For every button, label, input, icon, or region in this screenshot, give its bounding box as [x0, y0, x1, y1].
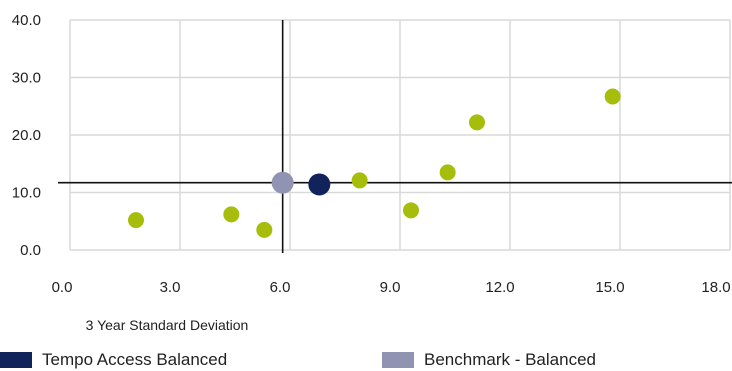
benchmark-point: [271, 171, 294, 194]
data-points: [128, 88, 621, 238]
peers-point: [223, 206, 240, 223]
x-tick-label: 12.0: [485, 279, 514, 296]
legend-item-fund: Tempo Access Balanced: [0, 349, 227, 371]
reference-lines: [58, 20, 732, 253]
fund-point: [308, 173, 331, 196]
legend-swatch-fund: [0, 352, 32, 368]
x-tick-label: 15.0: [595, 279, 624, 296]
peers-point: [439, 164, 456, 181]
x-axis-title: 3 Year Standard Deviation: [86, 317, 249, 333]
peers-point: [256, 221, 273, 238]
peers-point: [128, 212, 144, 229]
x-tick-label: 6.0: [270, 279, 291, 296]
y-tick-label: 0.0: [20, 242, 41, 259]
peers-point: [469, 114, 485, 131]
y-tick-label: 40.0: [12, 12, 41, 29]
x-tick-label: 9.0: [380, 279, 401, 296]
legend-label-fund: Tempo Access Balanced: [42, 350, 228, 369]
x-tick-label: 18.0: [701, 279, 730, 296]
x-tick-label: 0.0: [52, 279, 73, 296]
legend-item-benchmark: Benchmark - Balanced: [382, 349, 596, 371]
y-tick-label: 10.0: [12, 185, 41, 202]
legend-swatch-benchmark: [382, 352, 414, 368]
y-tick-label: 20.0: [12, 127, 41, 144]
peers-point: [604, 88, 621, 105]
tick-labels: 0.0 3.0 6.0 9.0 12.0 15.0 18.0 0.0 10.0 20.0 30.0 4…: [12, 12, 731, 296]
peers-point: [403, 202, 419, 219]
y-tick-label: 30.0: [12, 70, 41, 87]
grid-lines: [69, 19, 731, 251]
peers-point: [351, 172, 368, 189]
x-tick-label: 3.0: [160, 279, 181, 296]
scatter-chart: 0.0 3.0 6.0 9.0 12.0 15.0 18.0 0.0 10.0 20.0 30.0 4…: [12, 12, 732, 333]
legend-label-benchmark: Benchmark - Balanced: [424, 350, 596, 369]
